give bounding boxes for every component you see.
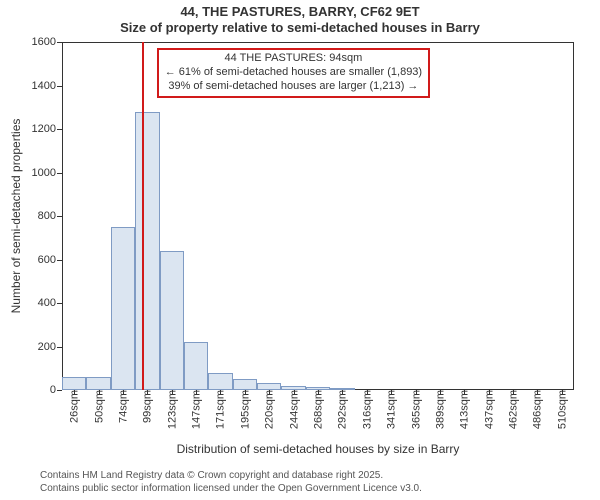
annotation-line-3: 39% of semi-detached houses are larger (… [165, 80, 422, 94]
x-tick-label: 292sqm [337, 390, 349, 429]
y-tick-mark [57, 260, 62, 261]
x-axis-title: Distribution of semi-detached houses by … [177, 442, 460, 456]
axis-top [62, 42, 574, 43]
x-tick-label: 365sqm [410, 390, 422, 429]
histogram-chart: 44, THE PASTURES, BARRY, CF62 9ET Size o… [0, 0, 600, 500]
footer: Contains HM Land Registry data © Crown c… [40, 470, 600, 495]
y-tick-mark [57, 173, 62, 174]
y-tick-mark [57, 347, 62, 348]
reference-marker-line [142, 42, 144, 390]
y-tick-mark [57, 216, 62, 217]
chart-title-2: Size of property relative to semi-detach… [0, 20, 600, 36]
y-tick-mark [57, 42, 62, 43]
annotation-box: 44 THE PASTURES: 94sqm← 61% of semi-deta… [157, 48, 430, 98]
footer-line-2: Contains public sector information licen… [40, 483, 600, 496]
footer-line-1: Contains HM Land Registry data © Crown c… [40, 470, 600, 483]
y-tick-mark [57, 129, 62, 130]
histogram-bar [135, 112, 159, 390]
histogram-bar [160, 251, 184, 390]
x-tick-label: 413sqm [459, 390, 471, 429]
x-tick-label: 123sqm [166, 390, 178, 429]
x-tick-label: 171sqm [215, 390, 227, 429]
histogram-bar [86, 377, 110, 390]
x-tick-label: 220sqm [264, 390, 276, 429]
x-tick-label: 26sqm [69, 390, 81, 423]
annotation-line-2: ← 61% of semi-detached houses are smalle… [165, 66, 422, 80]
x-tick-label: 462sqm [508, 390, 520, 429]
x-tick-label: 316sqm [361, 390, 373, 429]
x-tick-label: 50sqm [93, 390, 105, 423]
x-tick-label: 74sqm [117, 390, 129, 423]
x-tick-label: 389sqm [434, 390, 446, 429]
histogram-bar [233, 379, 257, 390]
axis-right [573, 42, 574, 390]
x-tick-label: 510sqm [556, 390, 568, 429]
y-axis-title: Number of semi-detached properties [9, 119, 23, 314]
histogram-bar [62, 377, 86, 390]
x-tick-label: 268sqm [313, 390, 325, 429]
x-tick-label: 99sqm [142, 390, 154, 423]
x-tick-label: 195sqm [239, 390, 251, 429]
histogram-bar [111, 227, 135, 390]
histogram-bar [208, 373, 232, 390]
y-tick-mark [57, 86, 62, 87]
plot-area: 0200400600800100012001400160026sqm50sqm7… [62, 42, 574, 390]
annotation-line-1: 44 THE PASTURES: 94sqm [165, 52, 422, 66]
x-tick-label: 147sqm [191, 390, 203, 429]
chart-title-1: 44, THE PASTURES, BARRY, CF62 9ET [0, 4, 600, 20]
x-tick-label: 437sqm [483, 390, 495, 429]
y-tick-mark [57, 303, 62, 304]
x-tick-label: 486sqm [532, 390, 544, 429]
x-tick-label: 341sqm [386, 390, 398, 429]
x-tick-label: 244sqm [288, 390, 300, 429]
histogram-bar [184, 342, 208, 390]
y-tick-mark [57, 390, 62, 391]
chart-title-block: 44, THE PASTURES, BARRY, CF62 9ET Size o… [0, 4, 600, 35]
axis-left [62, 42, 63, 390]
